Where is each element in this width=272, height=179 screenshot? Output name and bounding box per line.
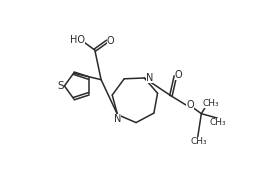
Text: S: S	[57, 81, 64, 91]
Text: O: O	[186, 100, 194, 110]
Text: O: O	[175, 70, 183, 80]
Text: N: N	[114, 114, 121, 124]
Text: O: O	[107, 36, 115, 46]
Text: N: N	[146, 73, 153, 83]
Text: CH₃: CH₃	[210, 118, 226, 127]
Text: CH₃: CH₃	[203, 99, 220, 108]
Text: CH₃: CH₃	[190, 137, 207, 146]
Text: HO: HO	[70, 35, 85, 45]
